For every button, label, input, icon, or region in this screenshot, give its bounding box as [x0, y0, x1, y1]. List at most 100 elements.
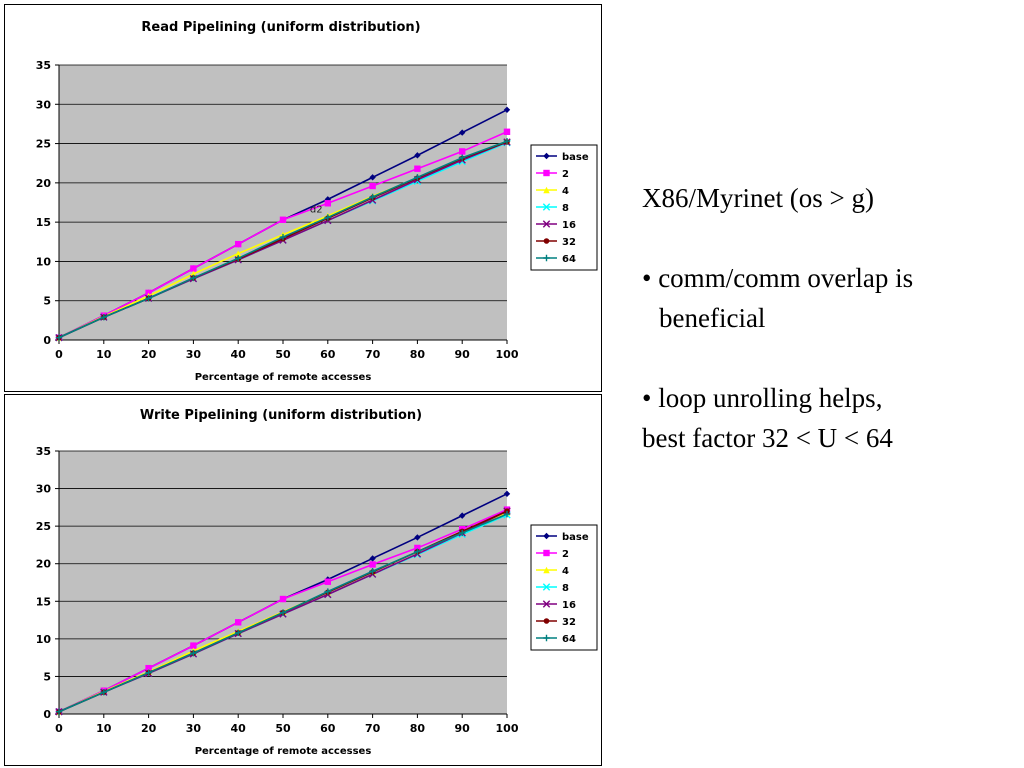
data-point-2	[324, 578, 331, 585]
data-point-64	[414, 548, 421, 555]
y-tick-label: 30	[36, 483, 52, 496]
y-tick-label: 10	[36, 255, 52, 268]
y-tick-label: 0	[43, 708, 51, 721]
data-point-64	[369, 193, 376, 201]
data-point-4	[235, 250, 242, 257]
legend-marker-16	[542, 220, 551, 228]
legend-marker-8	[542, 203, 551, 211]
x-tick-label: 10	[96, 722, 112, 735]
plot-area	[59, 451, 507, 714]
data-point-2	[503, 128, 511, 135]
y-tick-label: 35	[36, 59, 51, 72]
data-point-2	[414, 544, 421, 552]
legend-marker-16	[542, 600, 551, 608]
data-point-2	[235, 619, 242, 626]
y-tick-label: 35	[36, 445, 51, 458]
y-tick-label: 10	[36, 633, 52, 646]
legend: base 2 4 8 16 32 64	[530, 524, 598, 651]
y-tick-label: 30	[36, 98, 52, 111]
data-point-base	[414, 152, 421, 159]
x-tick-label: 60	[320, 348, 336, 361]
data-point-64	[459, 154, 466, 161]
data-point-64	[190, 274, 197, 282]
bullet-unrolling-line2: best factor 32 < U < 64	[642, 423, 893, 453]
data-point-2	[279, 595, 287, 603]
legend-label: 32	[562, 617, 576, 628]
data-point-64	[55, 334, 63, 341]
data-point-2	[279, 216, 287, 223]
data-point-64	[235, 629, 242, 637]
x-tick-label: 20	[141, 722, 157, 735]
legend-label: 16	[562, 220, 576, 231]
read-pipelining-chart: Read Pipelining (uniform distribution) 0 5…	[36, 20, 598, 383]
legend-label: base	[562, 152, 589, 163]
y-tick-label: 15	[36, 595, 51, 608]
x-axis-label: Percentage of remote accesses	[195, 746, 372, 757]
chart-title: Read Pipelining (uniform distribution)	[141, 20, 420, 35]
x-tick-label: 100	[496, 722, 519, 735]
data-point-64	[100, 689, 107, 696]
y-tick-label: 25	[36, 520, 51, 533]
legend-label: 2	[562, 169, 569, 180]
data-point-2	[459, 148, 466, 155]
data-point-64	[279, 233, 287, 241]
data-point-64	[324, 588, 331, 595]
legend-marker-4	[543, 566, 550, 574]
legend-label: 2	[562, 549, 569, 560]
legend: base 2 4 8 16 32 64	[530, 144, 598, 271]
legend-label: base	[562, 532, 589, 543]
y-tick-label: 5	[43, 295, 51, 308]
data-point-base	[369, 174, 376, 181]
chart-annotation: d2	[310, 205, 323, 216]
data-point-64	[145, 669, 152, 676]
legend-marker-4	[543, 186, 550, 194]
data-point-64	[279, 609, 287, 616]
legend-label: 4	[562, 186, 569, 197]
notes-heading: X86/Myrinet (os > g)	[642, 183, 874, 213]
data-point-64	[235, 255, 242, 262]
legend-marker-2	[543, 549, 550, 557]
y-tick-label: 0	[43, 334, 51, 347]
x-tick-label: 60	[320, 722, 336, 735]
legend-marker-2	[543, 169, 550, 177]
data-point-base	[503, 490, 511, 498]
x-tick-label: 0	[55, 348, 63, 361]
bullet-unrolling-line1: • loop unrolling helps,	[642, 383, 883, 413]
x-tick-label: 90	[455, 348, 471, 361]
legend-marker-32	[543, 238, 550, 244]
legend-label: 64	[562, 254, 576, 265]
legend-marker-32	[543, 618, 550, 624]
legend-label: 16	[562, 600, 576, 611]
x-tick-label: 70	[365, 722, 381, 735]
x-tick-label: 40	[231, 348, 247, 361]
y-tick-label: 15	[36, 216, 51, 229]
legend-label: 4	[562, 566, 569, 577]
x-tick-label: 80	[410, 722, 426, 735]
write-pipelining-chart: Write Pipelining (uniform distribution) 0…	[36, 408, 598, 757]
bullet-overlap-line2: beneficial	[659, 303, 766, 333]
series-64	[55, 510, 511, 715]
bullet-overlap-line1: • comm/comm overlap is	[642, 263, 914, 293]
x-tick-label: 80	[410, 348, 426, 361]
data-point-64	[324, 214, 331, 221]
x-tick-label: 40	[231, 722, 247, 735]
y-tick-label: 25	[36, 138, 51, 151]
x-tick-label: 70	[365, 348, 381, 361]
x-axis-label: Percentage of remote accesses	[195, 372, 372, 383]
read-pipelining-chart-panel: Read Pipelining (uniform distribution) 0 5…	[4, 4, 602, 392]
slide-notes: X86/Myrinet (os > g) • comm/comm overlap…	[642, 178, 1012, 458]
x-tick-label: 10	[96, 348, 112, 361]
data-point-64	[190, 649, 197, 657]
data-point-2	[369, 561, 376, 568]
data-point-base	[459, 129, 466, 136]
x-tick-label: 50	[275, 722, 291, 735]
data-point-64	[55, 708, 63, 715]
legend-label: 8	[562, 203, 569, 214]
data-point-2	[324, 200, 331, 207]
data-point-2	[145, 664, 152, 672]
data-point-64	[503, 510, 511, 518]
data-point-64	[369, 568, 376, 575]
data-point-2	[414, 165, 421, 172]
legend-label: 32	[562, 237, 576, 248]
series-64	[55, 138, 511, 341]
